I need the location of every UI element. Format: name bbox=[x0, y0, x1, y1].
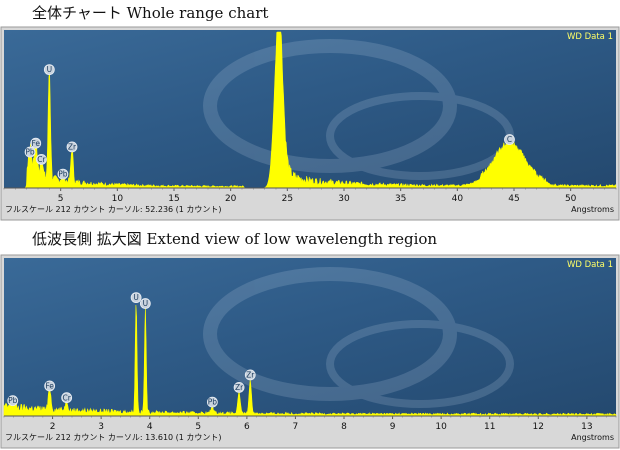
x-tick-label: 5 bbox=[58, 194, 64, 204]
x-tick-label: 5 bbox=[195, 422, 201, 432]
status-readout: フルスケール 212 カウント カーソル: 13.610 (1 カウント) bbox=[5, 433, 222, 442]
x-tick-label: 10 bbox=[112, 194, 124, 204]
svg-text:Pb: Pb bbox=[8, 396, 18, 405]
x-tick-label: 8 bbox=[341, 422, 347, 432]
x-tick-label: 6 bbox=[244, 422, 250, 432]
svg-text:Cr: Cr bbox=[62, 393, 71, 402]
x-tick-label: 30 bbox=[338, 194, 350, 204]
peak-label-zr: Zr bbox=[233, 381, 245, 393]
peak-label-c: C bbox=[504, 134, 515, 145]
plot-area bbox=[4, 258, 616, 416]
x-tick-label: 40 bbox=[452, 194, 464, 204]
x-tick-label: 12 bbox=[533, 422, 544, 432]
peak-label-pb: Pb bbox=[57, 168, 69, 180]
x-tick-label: 7 bbox=[293, 422, 299, 432]
x-tick-label: 13 bbox=[581, 422, 592, 432]
x-tick-label: 15 bbox=[168, 194, 179, 204]
legend-label: WD Data 1 bbox=[567, 260, 613, 270]
svg-text:Pb: Pb bbox=[25, 148, 35, 157]
peak-label-pb: Pb bbox=[206, 396, 218, 408]
x-tick-label: 3 bbox=[98, 422, 104, 432]
svg-text:Fe: Fe bbox=[45, 382, 54, 391]
spectrum-series bbox=[4, 31, 617, 189]
x-tick-label: 25 bbox=[282, 194, 293, 204]
svg-text:Cr: Cr bbox=[37, 155, 46, 164]
x-tick-label: 4 bbox=[147, 422, 153, 432]
x-tick-label: 50 bbox=[565, 194, 577, 204]
svg-text:Zr: Zr bbox=[235, 383, 244, 392]
x-tick-label: 11 bbox=[484, 422, 495, 432]
x-tick-label: 20 bbox=[225, 194, 237, 204]
peak-label-pb: Pb bbox=[7, 395, 19, 407]
x-tick-label: 9 bbox=[390, 422, 396, 432]
peak-label-cr: Cr bbox=[61, 392, 73, 404]
peak-label-fe: Fe bbox=[44, 380, 56, 392]
peak-label-pb: Pb bbox=[24, 146, 36, 158]
peak-label-zr: Zr bbox=[244, 369, 256, 381]
legend-label: WD Data 1 bbox=[567, 32, 613, 42]
svg-text:Pb: Pb bbox=[58, 170, 68, 179]
status-readout: フルスケール 212 カウント カーソル: 52.236 (1 カウント) bbox=[5, 205, 222, 214]
peak-label-cr: Cr bbox=[36, 153, 47, 165]
background-swirl bbox=[203, 267, 514, 408]
svg-text:Zr: Zr bbox=[68, 142, 77, 151]
chart-title-extended-view: 低波長側 拡大図 Extend view of low wavelength r… bbox=[32, 230, 438, 248]
svg-text:U: U bbox=[47, 65, 53, 74]
svg-text:C: C bbox=[507, 135, 512, 144]
x-tick-label: 2 bbox=[50, 422, 56, 432]
peak-label-zr: Zr bbox=[66, 141, 78, 153]
peak-label-u: U bbox=[43, 64, 55, 76]
x-tick-label: 45 bbox=[508, 194, 519, 204]
svg-text:Pb: Pb bbox=[208, 398, 218, 407]
x-axis-unit: Angstroms bbox=[571, 205, 614, 214]
peak-label-fe: Fe bbox=[30, 137, 42, 149]
svg-text:Zr: Zr bbox=[246, 370, 255, 379]
x-tick-label: 35 bbox=[395, 194, 406, 204]
x-tick-label: 10 bbox=[435, 422, 447, 432]
svg-text:U: U bbox=[143, 299, 149, 308]
svg-text:Fe: Fe bbox=[31, 139, 40, 148]
peak-label-u: U bbox=[139, 298, 151, 309]
svg-text:U: U bbox=[133, 293, 139, 302]
spectrum-series bbox=[3, 304, 617, 417]
x-axis-unit: Angstroms bbox=[571, 433, 614, 442]
chart-title-whole-range: 全体チャート Whole range chart bbox=[32, 4, 269, 22]
peak-label-u: U bbox=[130, 292, 142, 304]
